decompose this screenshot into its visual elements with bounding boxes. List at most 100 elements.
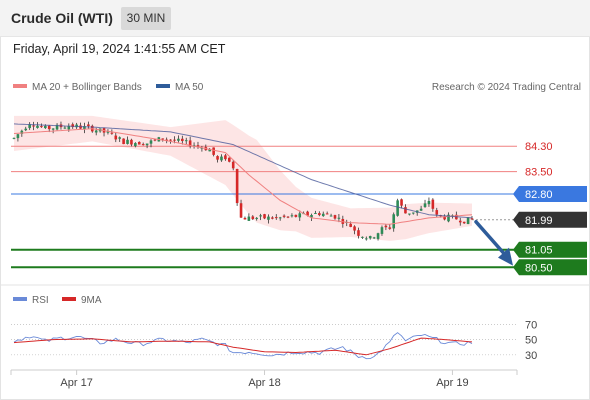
rsi-tick-70: 70 — [525, 319, 537, 331]
candle-body — [134, 143, 137, 147]
candle-body — [114, 135, 118, 140]
candle-body — [165, 139, 168, 141]
rsi-panel: 70 50 30 — [11, 319, 537, 362]
candle-body — [47, 125, 51, 130]
level-label-81.05: 81.05 — [525, 245, 553, 257]
candle-body — [227, 157, 231, 162]
candle-body — [294, 214, 298, 217]
level-label-82.80: 82.80 — [525, 189, 553, 201]
candle-body — [443, 216, 446, 220]
candle-body — [32, 125, 35, 127]
candle-body — [400, 199, 403, 206]
candle-body — [368, 236, 372, 239]
time-tick-label: Apr 18 — [248, 377, 280, 389]
ma50-line — [13, 123, 473, 219]
candle-body — [404, 207, 407, 214]
candle-body — [314, 212, 317, 214]
candle-body — [87, 124, 90, 127]
level-label-83.50: 83.50 — [525, 167, 553, 179]
candle-body — [106, 131, 110, 133]
candle-body — [153, 139, 157, 141]
candle-body — [71, 124, 75, 128]
candle-body — [118, 137, 121, 139]
candle-body — [388, 227, 392, 229]
instrument-title: Crude Oil (WTI) — [11, 10, 113, 26]
candle-body — [376, 233, 380, 239]
rsi-ma-line — [13, 337, 473, 356]
candle-body — [16, 134, 20, 139]
candle-body — [24, 128, 28, 131]
candle-body — [247, 216, 251, 221]
candle-body — [325, 213, 329, 215]
candle-body — [466, 217, 470, 225]
candle-body — [384, 225, 388, 228]
candle-body — [372, 237, 376, 239]
candle-body — [365, 238, 368, 240]
candle-body — [231, 161, 235, 169]
time-axis: Apr 17 Apr 18 Apr 19 — [10, 370, 518, 389]
candle-body — [130, 139, 133, 145]
candle-body — [357, 230, 360, 236]
candle-body — [423, 203, 427, 207]
candle-body — [274, 217, 278, 219]
candle-body — [51, 128, 55, 130]
candle-body — [243, 217, 247, 220]
timeframe-button[interactable]: 30 MIN — [121, 7, 171, 30]
candle-body — [290, 215, 294, 217]
candle-body — [55, 124, 59, 130]
level-tag-81.99 — [513, 211, 587, 228]
candle-body — [216, 156, 219, 160]
candle-body — [181, 138, 184, 142]
candle-body — [177, 138, 180, 141]
candle-body — [271, 217, 274, 219]
datetime-label: Friday, April 19, 2024 1:41:55 AM CET — [13, 42, 226, 56]
level-label-80.50: 80.50 — [525, 262, 553, 274]
level-tag-82.80 — [513, 185, 587, 202]
rsi-ma-legend-label: 9MA — [81, 295, 102, 306]
candle-body — [470, 218, 474, 220]
candle-body — [44, 125, 47, 129]
forecast-arrow-shaft — [474, 220, 507, 257]
copyright-label: Research © 2024 Trading Central — [432, 82, 581, 93]
candle-body — [20, 130, 24, 134]
candle-body — [239, 203, 243, 218]
ma20-legend-swatch — [13, 84, 27, 88]
candle-body — [137, 141, 141, 145]
rsi-legend-swatch — [13, 297, 27, 301]
candle-body — [126, 139, 129, 144]
candle-body — [67, 125, 71, 130]
time-tick-label: Apr 19 — [436, 377, 468, 389]
candle-body — [94, 130, 98, 133]
candle-body — [169, 139, 172, 141]
candle-body — [380, 227, 384, 234]
candle-body — [161, 138, 165, 140]
candle-body — [235, 168, 239, 204]
rsi-ma-legend-swatch — [62, 297, 76, 301]
candle-body — [337, 217, 341, 219]
candle-body — [255, 217, 259, 219]
ma50-legend-label: MA 50 — [175, 82, 204, 93]
candle-body — [149, 140, 153, 144]
candle-body — [12, 137, 16, 139]
candle-body — [36, 125, 39, 128]
level-tag-81.05 — [513, 241, 587, 258]
candle-body — [408, 213, 411, 215]
time-tick-label: Apr 17 — [60, 377, 92, 389]
candle-body — [196, 145, 200, 147]
candle-body — [122, 138, 125, 145]
candle-body — [286, 216, 290, 218]
candle-body — [224, 155, 227, 160]
candle-body — [282, 215, 286, 217]
level-label-84.30: 84.30 — [525, 141, 553, 153]
candle-body — [310, 215, 313, 218]
candle-body — [435, 210, 439, 215]
ma50-legend-swatch — [156, 84, 170, 88]
ma20-line — [13, 128, 473, 225]
candle-body — [263, 214, 266, 219]
candle-body — [184, 140, 188, 142]
candle-body — [419, 208, 423, 211]
candle-body — [318, 213, 321, 216]
candle-body — [396, 200, 399, 216]
candle-body — [392, 214, 396, 229]
candle-body — [173, 139, 176, 141]
